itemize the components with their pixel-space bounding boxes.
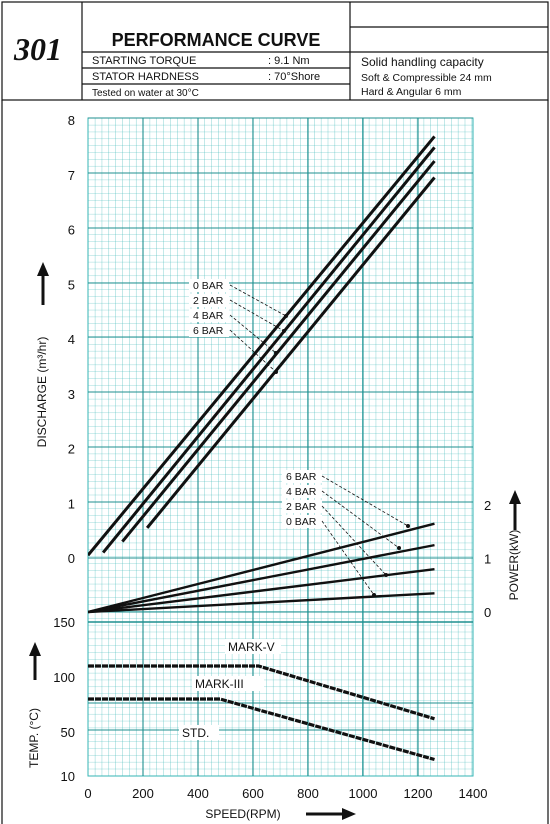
temp-line-mark-iii [88,697,435,762]
spec-label-torque: STARTING TORQUE [92,55,196,67]
discharge-tick-label: 0 [68,551,75,566]
power-legend-label: 2 BAR [286,501,317,513]
temp-tick-label: 100 [53,670,75,685]
leader-line [321,490,400,549]
temp-label-bg [192,676,264,691]
power-legend-label: 4 BAR [286,486,317,498]
legend-label-bg [189,309,229,322]
temp-series-label: MARK-V [228,640,275,654]
leader-dot [384,573,388,577]
power-line-6-bar [88,522,435,614]
discharge-line-4-bar [121,160,436,543]
discharge-line-0-bar [88,135,436,557]
leader-dot [274,370,278,374]
solids-line-hard: Hard & Angular 6 mm [361,86,462,98]
legend-label-bg [189,294,229,307]
legend-label-bg [189,279,229,292]
discharge-legend-label: 4 BAR [193,310,224,322]
power-tick-label: 1 [484,552,491,567]
arrow-up-icon [29,642,41,680]
legend-label-bg [282,470,322,483]
speed-tick-label: 1000 [349,786,378,801]
temp-tick-label: 50 [61,725,75,740]
temp-label-bg [225,639,281,654]
leader-dot [397,546,401,550]
discharge-line-6-bar [145,176,436,529]
leader-line [321,475,409,527]
legend-label-bg [282,500,322,513]
discharge-tick-label: 6 [68,223,75,238]
discharge-tick-label: 2 [68,442,75,457]
speed-tick-label: 200 [132,786,154,801]
discharge-line-2-bar [101,146,436,554]
arrow-up-icon [37,262,49,305]
speed-tick-label: 0 [84,786,91,801]
power-axis-title: POWER(kW) [507,530,521,601]
leader-line [321,505,387,576]
chart-title: PERFORMANCE CURVE [112,30,321,50]
spec-value-torque: : 9.1 Nm [268,55,310,67]
speed-tick-label: 1400 [459,786,488,801]
speed-tick-label: 800 [297,786,319,801]
speed-tick-label: 600 [242,786,264,801]
speed-axis-title: SPEED(RPM) [205,807,280,821]
temp-line-mark-v [88,664,435,721]
leader-dot [372,593,376,597]
legend-label-bg [282,515,322,528]
discharge-tick-label: 5 [68,277,75,292]
discharge-tick-label: 3 [68,387,75,402]
temp-label-bg [179,725,219,740]
leader-dot [282,329,286,333]
temp-series-label: MARK-III [195,677,244,691]
temp-tick-label: 10 [61,769,75,784]
power-legend-label: 6 BAR [286,471,317,483]
power-line-0-bar [88,592,435,614]
discharge-tick-label: 7 [68,168,75,183]
solids-line-soft: Soft & Compressible 24 mm [361,72,492,84]
discharge-legend-label: 0 BAR [193,280,224,292]
discharge-tick-label: 4 [68,332,75,347]
temp-series-label: STD. [182,726,209,740]
solids-heading: Solid handling capacity [361,55,484,69]
legend-label-bg [282,485,322,498]
discharge-axis-title: DISCHARGE (m³/hr) [35,337,49,448]
power-legend-label: 0 BAR [286,516,317,528]
leader-line [229,299,285,332]
power-line-4-bar [88,543,435,614]
leader-dot [406,524,410,528]
power-line-2-bar [88,568,435,614]
model-number: 301 [13,31,62,67]
leader-line [229,329,277,373]
discharge-legend-label: 2 BAR [193,295,224,307]
power-tick-label: 2 [484,498,491,513]
legend-label-bg [189,324,229,337]
speed-tick-label: 1200 [404,786,433,801]
discharge-legend-label: 6 BAR [193,325,224,337]
leader-line [229,284,287,317]
temp-axis-title: TEMP. (°C) [27,708,41,768]
leader-line [321,520,375,596]
leader-dot [274,351,278,355]
spec-value-hardness: : 70°Shore [268,71,320,83]
discharge-tick-label: 1 [68,496,75,511]
power-tick-label: 0 [484,605,491,620]
test-note: Tested on water at 30°C [92,88,199,99]
spec-label-hardness: STATOR HARDNESS [92,71,199,83]
speed-tick-label: 400 [187,786,209,801]
leader-dot [284,314,288,318]
temp-tick-label: 150 [53,615,75,630]
arrow-right-icon [306,808,356,820]
arrow-up-icon [509,490,521,530]
discharge-tick-label: 8 [68,113,75,128]
